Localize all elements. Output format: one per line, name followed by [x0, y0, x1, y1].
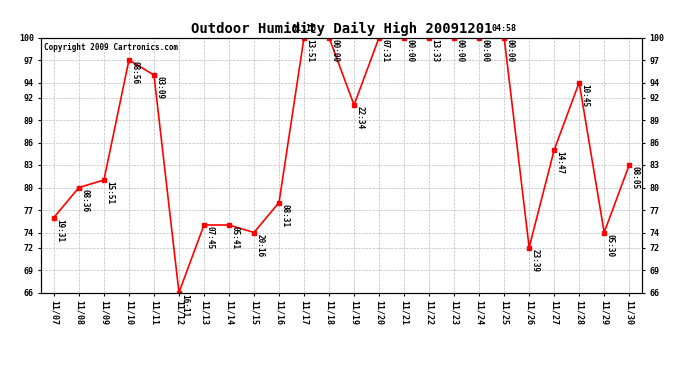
Text: 08:05: 08:05 — [631, 166, 640, 189]
Text: 00:00: 00:00 — [406, 39, 415, 62]
Text: 22:34: 22:34 — [355, 106, 364, 129]
Text: 04:58: 04:58 — [492, 24, 517, 33]
Text: 08:31: 08:31 — [280, 204, 289, 227]
Text: Copyright 2009 Cartronics.com: Copyright 2009 Cartronics.com — [44, 43, 179, 52]
Text: 13:33: 13:33 — [431, 39, 440, 62]
Text: 00:00: 00:00 — [455, 39, 464, 62]
Text: 07:45: 07:45 — [206, 226, 215, 249]
Text: 19:31: 19:31 — [55, 219, 64, 242]
Text: 07:31: 07:31 — [380, 39, 389, 62]
Text: 08:36: 08:36 — [80, 189, 89, 212]
Text: 00:00: 00:00 — [480, 39, 489, 62]
Text: 10:45: 10:45 — [580, 84, 589, 107]
Text: 01:16: 01:16 — [292, 24, 317, 33]
Text: 03:09: 03:09 — [155, 76, 164, 99]
Text: 23:39: 23:39 — [531, 249, 540, 272]
Text: 00:00: 00:00 — [331, 39, 339, 62]
Text: 14:47: 14:47 — [555, 152, 564, 174]
Title: Outdoor Humidity Daily High 20091201: Outdoor Humidity Daily High 20091201 — [191, 22, 492, 36]
Text: 08:56: 08:56 — [130, 62, 139, 84]
Text: 05:30: 05:30 — [606, 234, 615, 257]
Text: 16:11: 16:11 — [180, 294, 189, 317]
Text: 13:51: 13:51 — [306, 39, 315, 62]
Text: 05:41: 05:41 — [230, 226, 239, 249]
Text: 00:00: 00:00 — [506, 39, 515, 62]
Text: 15:51: 15:51 — [106, 182, 115, 204]
Text: 20:16: 20:16 — [255, 234, 264, 257]
